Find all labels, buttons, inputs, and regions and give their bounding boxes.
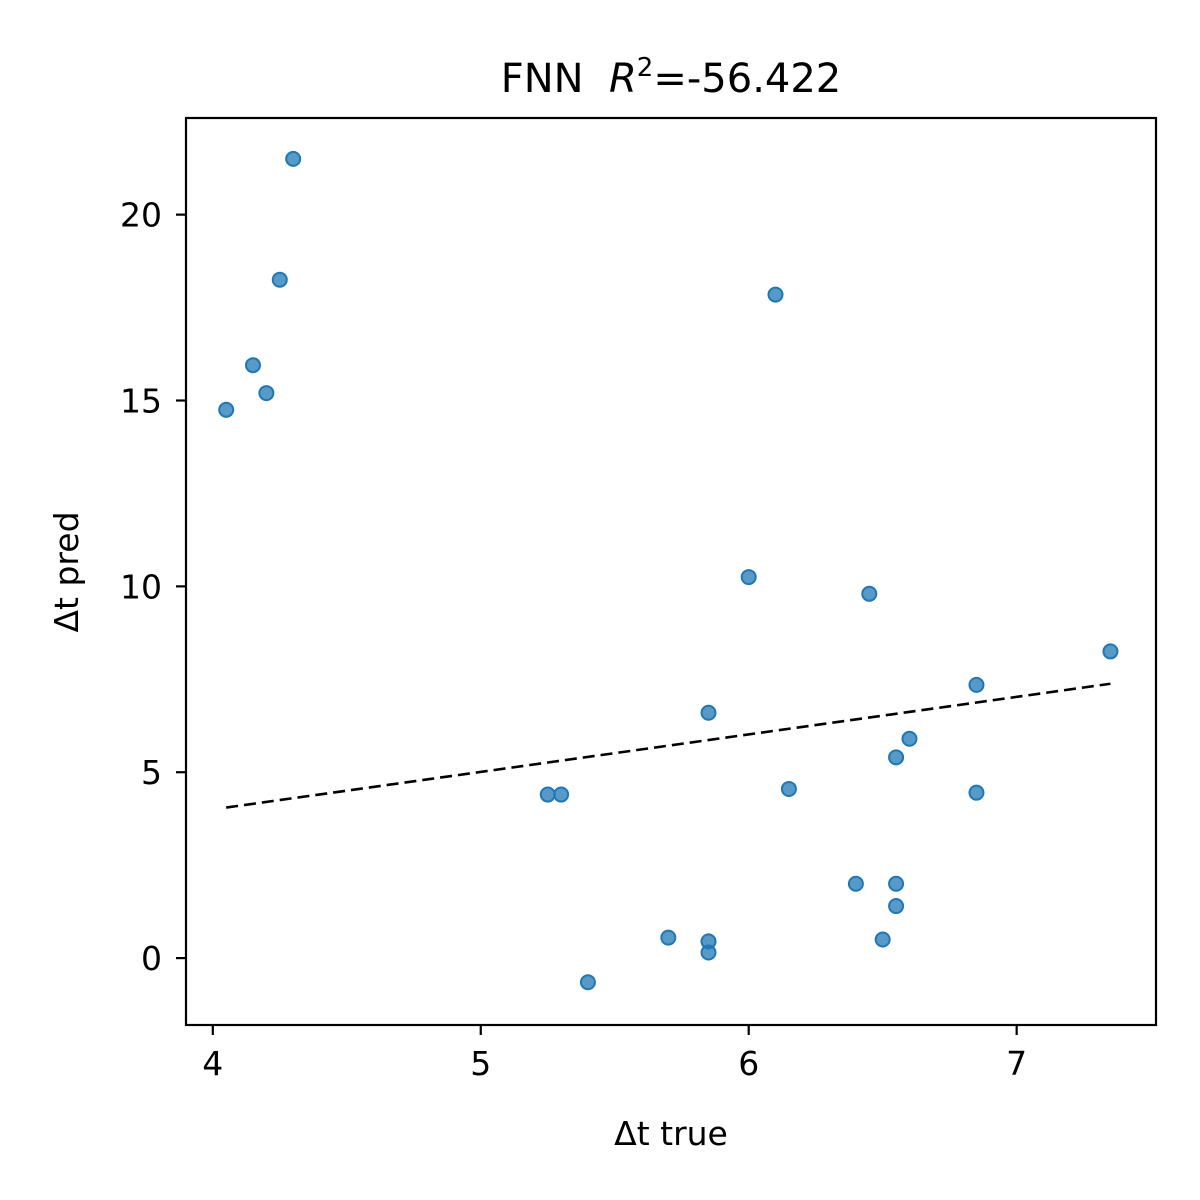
data-point [888,875,905,892]
data-point [539,786,556,803]
data-point [740,569,757,586]
fit-line-layer [226,682,1111,809]
y-axis-label: Δt pred [47,511,86,632]
fit-line [226,682,1111,809]
y-tick-label: 20 [120,196,162,235]
data-point [244,357,261,374]
y-tick-label: 15 [120,382,162,421]
data-point [968,676,985,693]
data-point [660,929,677,946]
x-tick-label: 4 [202,1044,223,1083]
y-tick-label: 5 [141,753,162,792]
title-r2-symbol: R [609,56,637,102]
title-r2-exponent: 2 [637,53,654,83]
data-point [271,271,288,288]
x-tick-label: 6 [738,1044,759,1083]
data-point [218,401,235,418]
data-point [700,704,717,721]
ticks-layer: 4 5 6 7 0 5 10 15 20 [120,196,1027,1083]
data-point [968,784,985,801]
data-point [780,780,797,797]
data-point [888,749,905,766]
data-point [285,150,302,167]
data-point [874,931,891,948]
data-point [767,286,784,303]
title-r2-value: =-56.422 [653,56,841,102]
y-tick-label: 0 [141,939,162,978]
data-point [700,944,717,961]
plot-frame [184,116,1158,1027]
data-point [258,385,275,402]
data-point [901,730,918,747]
data-point [888,898,905,915]
data-point [1102,643,1119,660]
x-tick-label: 7 [1006,1044,1027,1083]
chart-title: FNN R2=-56.422 [501,53,842,102]
data-point [861,585,878,602]
x-tick-label: 5 [470,1044,491,1083]
x-axis-label: Δt true [614,1114,728,1153]
data-point [847,875,864,892]
data-point [553,786,570,803]
title-prefix: FNN [501,56,609,102]
data-point [579,974,596,991]
points-layer [218,150,1119,991]
y-tick-label: 10 [120,567,162,606]
